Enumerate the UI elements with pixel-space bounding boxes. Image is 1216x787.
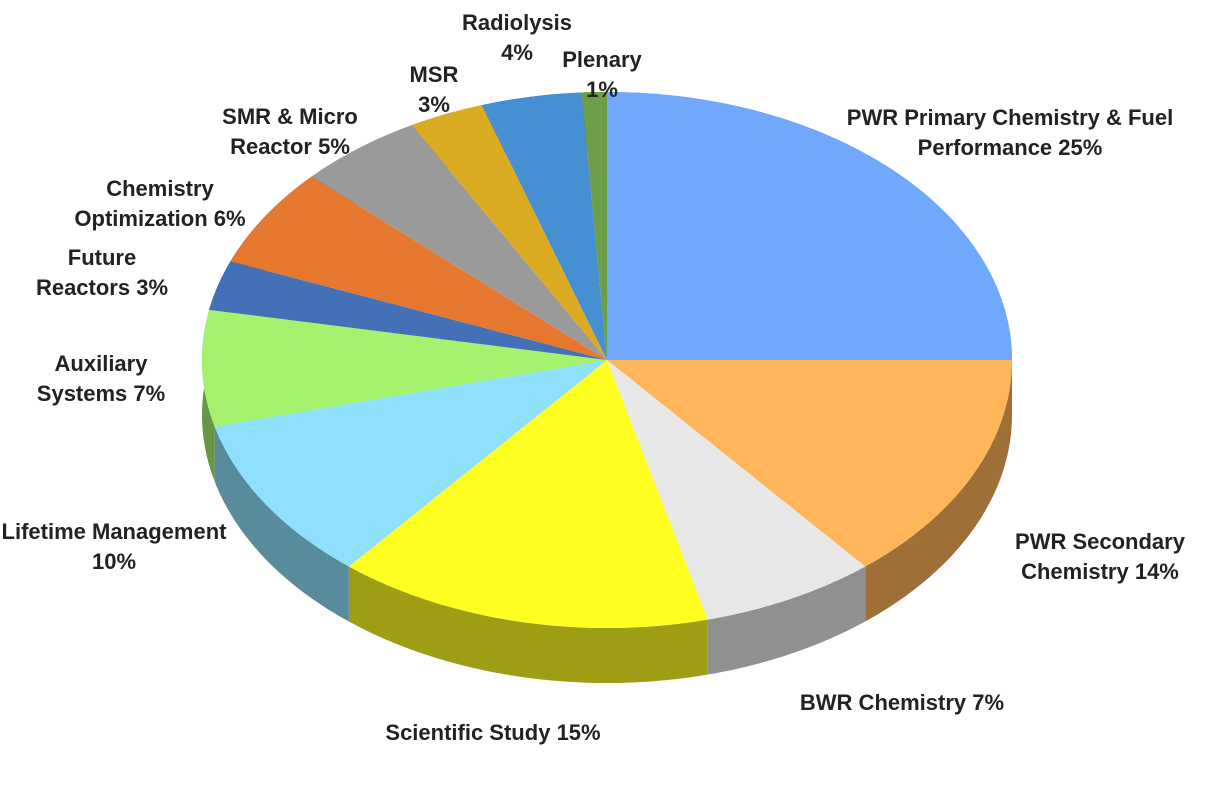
slice [607, 92, 1012, 360]
slice [607, 360, 866, 620]
category-label: Chemistry Optimization [74, 176, 214, 231]
slice [209, 261, 608, 360]
category-label: BWR Chemistry [799, 690, 967, 715]
slice-side [707, 566, 866, 675]
value-label: 1% [586, 77, 618, 102]
slice [202, 309, 607, 427]
category-label: Auxiliary Systems [36, 351, 148, 406]
slice [607, 360, 1012, 567]
slice [581, 92, 607, 360]
slice [348, 360, 708, 628]
slice-label: Auxiliary Systems 7% [11, 349, 191, 409]
slice-label: Radiolysis 4% [447, 8, 587, 68]
slice-label: Plenary 1% [552, 45, 652, 105]
slice-label: Chemistry Optimization 6% [65, 174, 255, 234]
value-label: 3% [136, 275, 169, 300]
value-label: 7% [972, 690, 1005, 715]
slice-label: MSR 3% [404, 60, 464, 120]
value-label: 6% [213, 206, 246, 231]
slice-side [865, 360, 1012, 622]
value-label: 10% [91, 549, 137, 574]
pie-tops [202, 92, 1012, 628]
value-label: 3% [418, 92, 450, 117]
slice-label: Scientific Study 15% [378, 718, 608, 748]
slice-label: BWR Chemistry 7% [787, 688, 1017, 718]
category-label: PWR Secondary Chemistry [1015, 529, 1185, 584]
slice-label: PWR Secondary Chemistry 14% [990, 527, 1210, 587]
category-label: Lifetime Management [1, 519, 227, 544]
category-label: SMR & Micro Reactor [222, 104, 358, 159]
slice-side [348, 566, 708, 683]
slice [214, 360, 607, 567]
value-label: 4% [501, 40, 533, 65]
slice-label: Lifetime Management 10% [0, 517, 234, 577]
slice-side [214, 426, 349, 622]
slice-label: PWR Primary Chemistry & Fuel Performance… [845, 103, 1175, 163]
slice-label: Future Reactors 3% [27, 243, 177, 303]
value-label: 15% [556, 720, 601, 745]
category-label: Plenary [562, 47, 642, 72]
category-label: MSR [409, 62, 459, 87]
value-label: 7% [133, 381, 166, 406]
value-label: 25% [1058, 135, 1103, 160]
category-label: Scientific Study [385, 720, 551, 745]
category-label: PWR Primary Chemistry & Fuel Performance [846, 105, 1174, 160]
slice [230, 176, 607, 360]
slice [481, 92, 607, 360]
slice [311, 125, 607, 360]
category-label: Future Reactors [35, 245, 137, 300]
value-label: 14% [1134, 559, 1179, 584]
value-label: 5% [318, 134, 350, 159]
category-label: Radiolysis [461, 10, 573, 35]
slice-label: SMR & Micro Reactor 5% [200, 102, 380, 162]
slice [411, 105, 607, 360]
